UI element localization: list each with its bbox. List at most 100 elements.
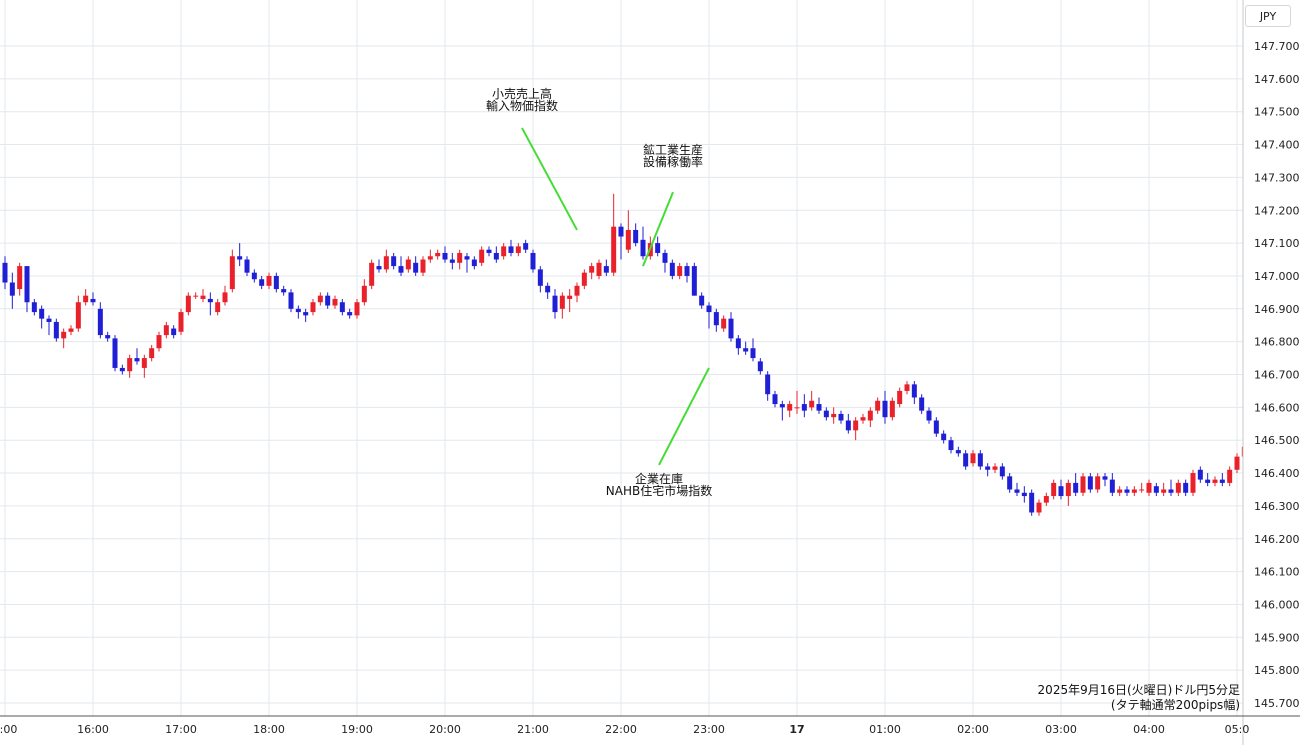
time-tick-label: 05:0 [1225, 723, 1250, 736]
candle [501, 243, 507, 260]
candle-body [1146, 482, 1152, 493]
price-tick-label: 146.200 [1254, 533, 1300, 546]
candle [875, 397, 881, 414]
candle-body [721, 318, 727, 329]
candle [706, 302, 712, 329]
candle [926, 407, 932, 424]
candle-body [207, 298, 213, 303]
candle-body [823, 410, 829, 418]
candle [1124, 486, 1130, 497]
candle-body [31, 302, 37, 313]
candle-body [1190, 473, 1196, 493]
candle-body [222, 292, 228, 303]
candle-body [1234, 456, 1240, 470]
candle-body [1087, 476, 1093, 490]
candle [1109, 473, 1115, 497]
candle [215, 298, 221, 316]
candle-body [281, 289, 287, 293]
candle [39, 305, 45, 329]
price-tick-label: 146.000 [1254, 598, 1300, 611]
time-tick-label: 17 [789, 723, 804, 736]
candle [735, 335, 741, 355]
candle-body [149, 348, 155, 359]
candle-body [618, 226, 624, 237]
candle [31, 298, 37, 316]
candle-body [699, 295, 705, 306]
candle [581, 269, 587, 290]
candle-body [801, 404, 807, 411]
candle-body [743, 348, 749, 352]
candle-body [1036, 502, 1042, 513]
candle [332, 295, 338, 309]
candle [339, 298, 345, 316]
candle [1212, 476, 1218, 487]
candle-body [911, 384, 917, 398]
candle [251, 269, 257, 283]
candle-body [655, 243, 661, 253]
candle [266, 272, 272, 290]
candle [435, 249, 441, 260]
candle-body [875, 400, 881, 411]
candle [1036, 499, 1042, 516]
time-tick-label: 22:00 [605, 723, 637, 736]
candle-body [53, 321, 59, 339]
candle [1021, 486, 1027, 503]
candle-body [545, 285, 551, 293]
time-tick-label: 23:00 [693, 723, 725, 736]
candle-body [332, 298, 338, 306]
time-tick-label: 5:00 [0, 723, 17, 736]
candle-body [691, 266, 697, 296]
candle-body [229, 256, 235, 290]
candle-body [523, 243, 529, 250]
candle-body [816, 404, 822, 411]
candle-body [933, 420, 939, 434]
currency-label[interactable]: JPY [1245, 5, 1291, 27]
candle [691, 262, 697, 296]
candle [1102, 473, 1108, 487]
annotation-line [521, 127, 578, 231]
time-tick-label: 17:00 [165, 723, 197, 736]
candle-body [904, 384, 910, 391]
candle [24, 266, 30, 313]
chart-title: 2025年9月16日(火曜日)ドル円5分足 [1038, 683, 1240, 697]
candle [325, 292, 331, 309]
candle-body [860, 417, 866, 421]
candle [545, 282, 551, 299]
candle-body [1161, 489, 1167, 493]
candle [391, 252, 397, 270]
candle [523, 239, 529, 253]
candle [1197, 466, 1203, 483]
candle-body [266, 275, 272, 286]
candle-body [985, 466, 991, 470]
candle-body [83, 295, 89, 303]
candle [259, 275, 265, 290]
candle-body [845, 420, 851, 431]
candle-body [39, 308, 45, 319]
candle-body [413, 262, 419, 273]
candle [992, 463, 998, 474]
candle [105, 331, 111, 342]
candle-body [603, 266, 609, 273]
candle-body [1043, 496, 1049, 503]
candle-body [530, 252, 536, 270]
candle-body [1139, 489, 1145, 491]
candle [1175, 479, 1181, 497]
price-tick-label: 147.400 [1254, 139, 1300, 152]
time-tick-label: 03:00 [1045, 723, 1077, 736]
candle [1095, 473, 1101, 493]
time-tick-label: 18:00 [253, 723, 285, 736]
candle-body [515, 246, 521, 253]
candle [2, 256, 8, 290]
candle-body [765, 374, 771, 395]
candle-body [383, 256, 389, 270]
candle-body [471, 259, 477, 267]
candle-body [17, 266, 23, 290]
candle-body [127, 358, 133, 372]
candle [134, 348, 140, 365]
candle-body [838, 413, 844, 421]
candle [1058, 479, 1064, 500]
candle [237, 243, 243, 267]
candle [904, 381, 910, 395]
